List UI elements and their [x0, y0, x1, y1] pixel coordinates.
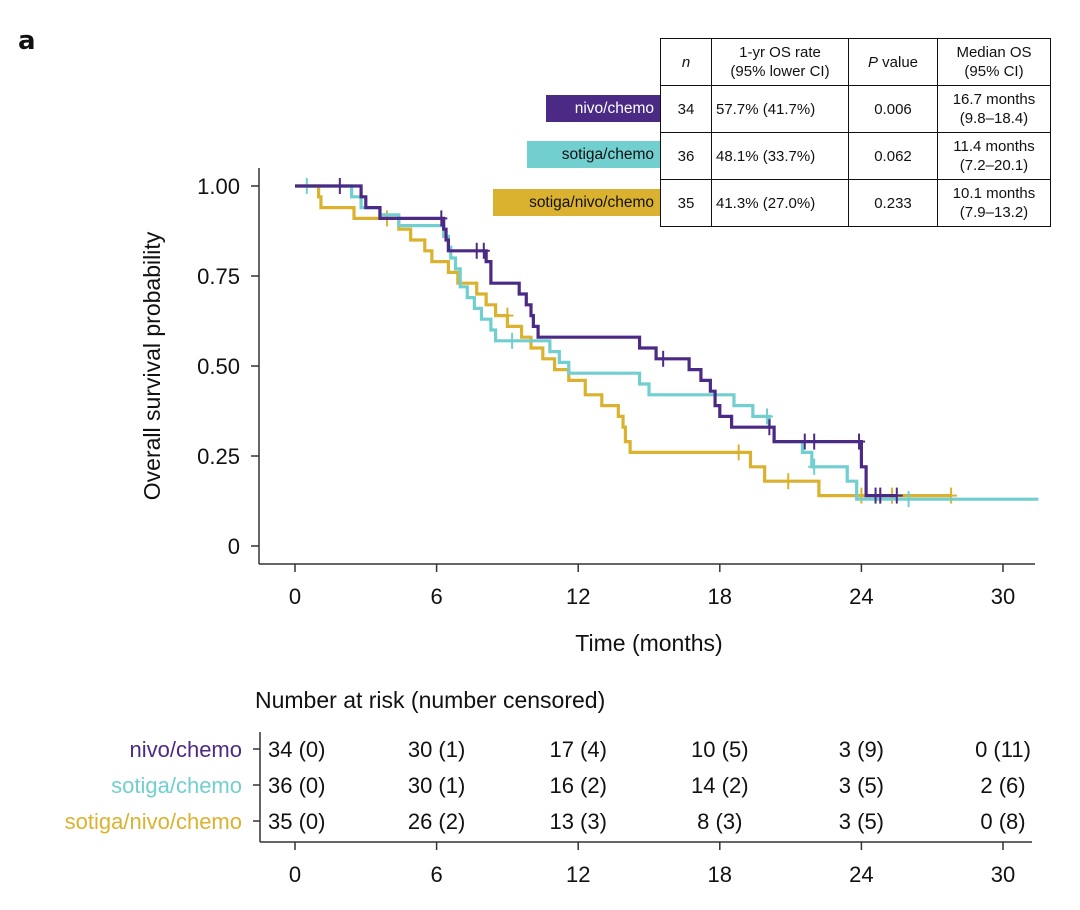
header-median-line2: (95% CI)	[964, 63, 1024, 80]
risk-cell: 17 (4)	[549, 737, 606, 762]
y-tick-label: 0.75	[197, 264, 240, 289]
y-tick-label: 0.25	[197, 444, 240, 469]
y-tick-label: 0	[228, 534, 240, 559]
risk-cell: 3 (5)	[839, 809, 884, 834]
risk-cell: 36 (0)	[268, 773, 325, 798]
stats-row: 36 48.1% (33.7%) 0.062 11.4 months (7.2–2…	[660, 132, 1051, 180]
header-p-italic: P	[867, 53, 878, 71]
risk-cell: 30 (1)	[408, 737, 465, 762]
cell-median-line1: 16.7 months	[952, 91, 1036, 108]
group-tag-nivo-chemo: nivo/chemo	[546, 95, 660, 122]
stats-header-row: n 1-yr OS rate (95% lower CI) P value Med…	[660, 38, 1051, 86]
risk-table-title: Number at risk (number censored)	[255, 687, 605, 713]
risk-cell: 35 (0)	[268, 809, 325, 834]
curve-nivo-chemo	[295, 178, 903, 504]
cell-rate: 41.3% (27.0%)	[711, 179, 849, 227]
risk-cell: 14 (2)	[691, 773, 748, 798]
x-tick-label: 18	[708, 584, 732, 609]
risk-cell: 8 (3)	[697, 809, 742, 834]
x-axis-title: Time (months)	[575, 630, 722, 656]
risk-x-tick-label: 24	[849, 862, 873, 887]
stats-row: 35 41.3% (27.0%) 0.233 10.1 months (7.9–1…	[660, 179, 1051, 227]
y-ticks: 0 0.25 0.50 0.75 1.00	[197, 174, 259, 559]
cell-n: 34	[660, 85, 712, 133]
curve-sotiga-chemo	[295, 178, 1039, 508]
curve-sotiga-nivo-chemo	[295, 184, 958, 504]
risk-cell: 3 (5)	[839, 773, 884, 798]
header-median-line1: Median OS	[956, 44, 1032, 61]
cell-median-line2: (7.9–13.2)	[959, 204, 1029, 221]
cell-rate: 48.1% (33.7%)	[711, 132, 849, 180]
cell-p: 0.233	[848, 179, 938, 227]
risk-cell: 2 (6)	[980, 773, 1025, 798]
header-p-value: P value	[848, 38, 938, 86]
x-ticks: 0 6 12 18 24 30	[289, 564, 1015, 609]
risk-x-tick-label: 0	[289, 862, 301, 887]
risk-x-tick-label: 18	[708, 862, 732, 887]
cell-median-line2: (9.8–18.4)	[959, 110, 1029, 127]
risk-x-tick-label: 6	[430, 862, 442, 887]
risk-row-label: sotiga/chemo	[111, 773, 242, 798]
risk-x-tick-label: 12	[566, 862, 590, 887]
cell-median: 11.4 months (7.2–20.1)	[937, 132, 1051, 180]
risk-cell: 3 (9)	[839, 737, 884, 762]
risk-cell: 13 (3)	[549, 809, 606, 834]
risk-row-label: nivo/chemo	[129, 737, 242, 762]
x-tick-label: 24	[849, 584, 873, 609]
header-rate-line1: 1-yr OS rate	[739, 44, 821, 61]
cell-median-line1: 10.1 months	[952, 185, 1036, 202]
y-tick-label: 0.50	[197, 354, 240, 379]
survival-curves	[295, 178, 1039, 508]
risk-cell: 0 (11)	[975, 737, 1031, 762]
header-1yr-os-rate: 1-yr OS rate (95% lower CI)	[711, 38, 849, 86]
cell-n: 36	[660, 132, 712, 180]
risk-table: nivo/chemo 34 (0) 30 (1) 17 (4) 10 (5) 3 (9) 0…	[65, 737, 1031, 887]
group-tag-sotiga-nivo-chemo: sotiga/nivo/chemo	[493, 189, 660, 216]
risk-cell: 26 (2)	[408, 809, 465, 834]
header-rate-line2: (95% lower CI)	[730, 63, 830, 80]
cell-median-line2: (7.2–20.1)	[959, 157, 1029, 174]
x-tick-label: 30	[991, 584, 1015, 609]
stats-row: 34 57.7% (41.7%) 0.006 16.7 months (9.8–1…	[660, 85, 1051, 133]
y-tick-label: 1.00	[197, 174, 240, 199]
axes	[258, 168, 1035, 565]
risk-cell: 0 (8)	[980, 809, 1025, 834]
header-p-rest: value	[877, 53, 919, 71]
cell-p: 0.062	[848, 132, 938, 180]
risk-x-tick-label: 30	[991, 862, 1015, 887]
cell-rate: 57.7% (41.7%)	[711, 85, 849, 133]
header-n: n	[660, 38, 712, 86]
risk-cell: 16 (2)	[549, 773, 606, 798]
risk-cell: 34 (0)	[268, 737, 325, 762]
group-tag-sotiga-chemo: sotiga/chemo	[527, 141, 660, 168]
panel-label: a	[18, 26, 36, 56]
cell-median-line1: 11.4 months	[953, 138, 1035, 155]
x-tick-label: 0	[289, 584, 301, 609]
survival-step-line	[295, 184, 897, 498]
cell-n: 35	[660, 179, 712, 227]
header-median-os: Median OS (95% CI)	[937, 38, 1051, 86]
cell-median: 16.7 months (9.8–18.4)	[937, 85, 1051, 133]
risk-cell: 10 (5)	[691, 737, 748, 762]
survival-step-line	[295, 184, 952, 498]
cell-p: 0.006	[848, 85, 938, 133]
risk-cell: 30 (1)	[408, 773, 465, 798]
y-axis-title: Overall survival probability	[139, 231, 165, 500]
risk-row-label: sotiga/nivo/chemo	[65, 809, 242, 834]
x-tick-label: 12	[566, 584, 590, 609]
cell-median: 10.1 months (7.9–13.2)	[937, 179, 1051, 227]
x-tick-label: 6	[430, 584, 442, 609]
stats-table: n 1-yr OS rate (95% lower CI) P value Med…	[660, 38, 1051, 227]
